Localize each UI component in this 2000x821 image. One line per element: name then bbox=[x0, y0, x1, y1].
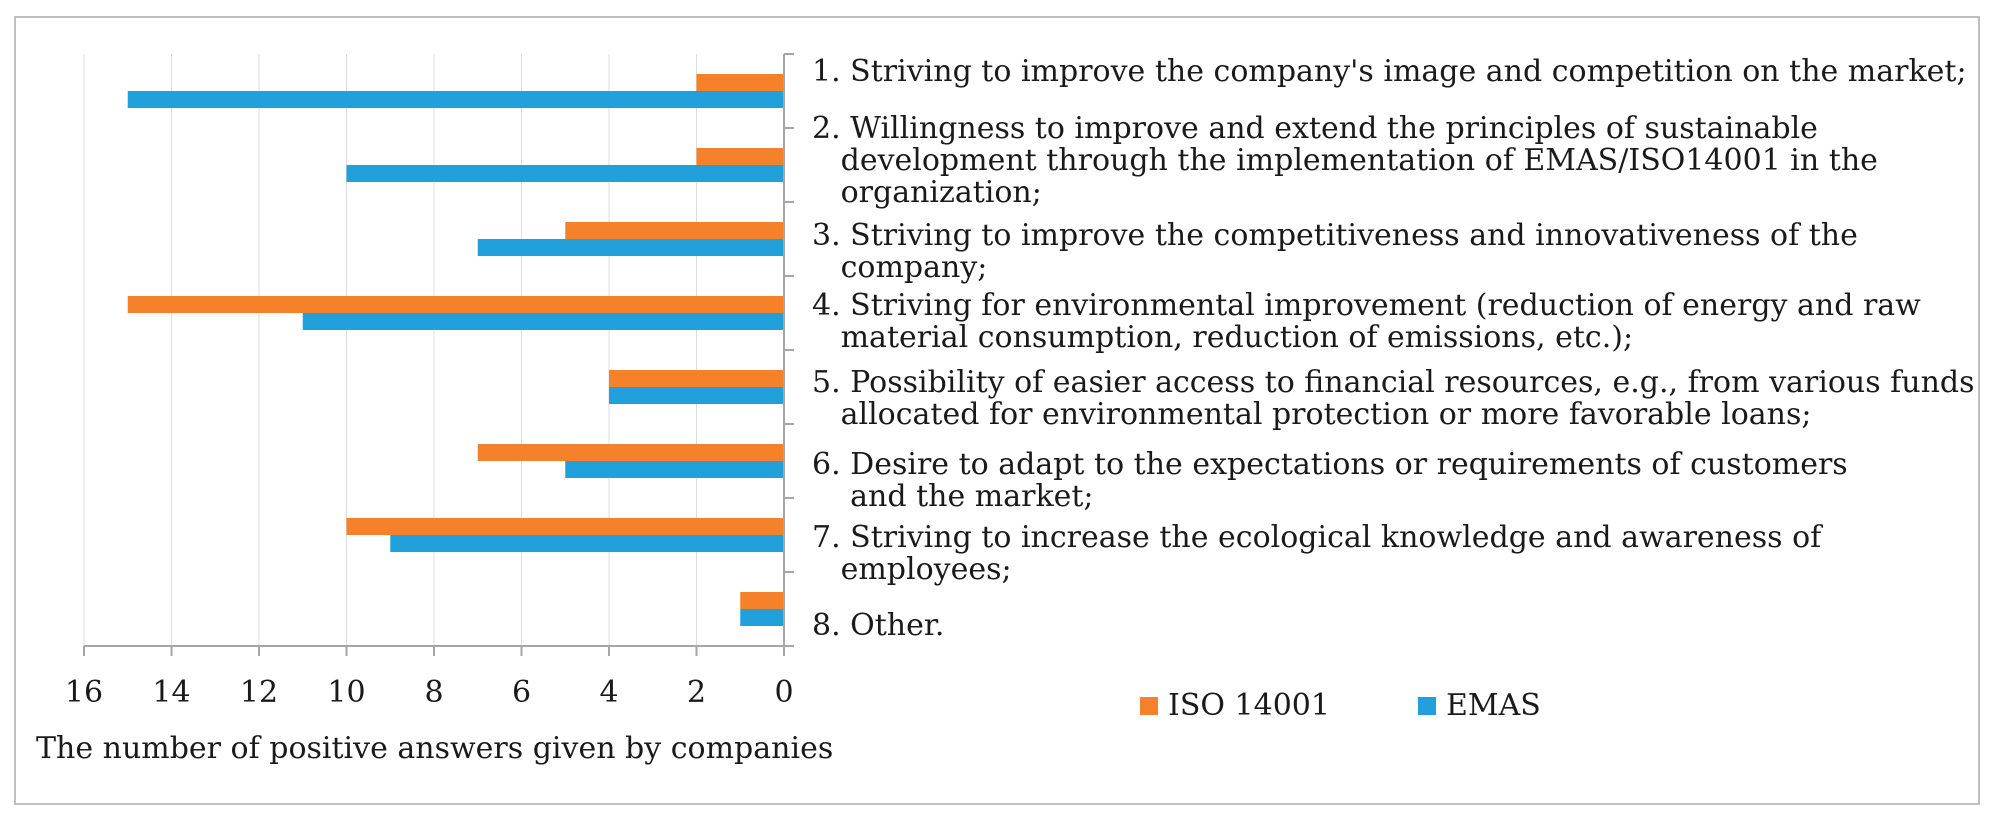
bar-emas-5 bbox=[609, 387, 784, 404]
category-label-6: 6. Desire to adapt to the expectations o… bbox=[812, 447, 1848, 514]
category-label-7: 7. Striving to increase the ecological k… bbox=[812, 520, 1822, 587]
bar-emas-2 bbox=[346, 165, 784, 182]
category-label-8: 8. Other. bbox=[812, 608, 945, 643]
x-tick-label: 16 bbox=[65, 675, 103, 710]
legend-item-iso: ISO 14001 bbox=[1140, 688, 1330, 723]
legend-label-iso: ISO 14001 bbox=[1168, 688, 1330, 723]
bar-iso-2 bbox=[696, 148, 784, 165]
legend-swatch-iso bbox=[1140, 696, 1158, 715]
bar-emas-7 bbox=[390, 535, 784, 552]
bar-iso-3 bbox=[565, 222, 784, 239]
x-tick-label: 14 bbox=[152, 675, 190, 710]
bar-emas-3 bbox=[477, 239, 784, 256]
category-label-5: 5. Possibility of easier access to finan… bbox=[812, 365, 1975, 432]
category-label-4: 4. Striving for environmental improvemen… bbox=[812, 288, 1921, 355]
x-tick-label: 2 bbox=[687, 675, 706, 710]
chart-frame bbox=[14, 16, 1980, 805]
category-label-1: 1. Striving to improve the company's ima… bbox=[812, 54, 1967, 89]
category-label-2: 2. Willingness to improve and extend the… bbox=[812, 111, 1878, 210]
bar-iso-7 bbox=[346, 518, 784, 535]
bar-emas-1 bbox=[127, 91, 784, 108]
bar-iso-5 bbox=[609, 370, 784, 387]
legend-item-emas: EMAS bbox=[1418, 688, 1541, 723]
x-tick-label: 12 bbox=[240, 675, 278, 710]
x-tick-label: 10 bbox=[327, 675, 365, 710]
x-tick-label: 8 bbox=[424, 675, 443, 710]
bar-emas-8 bbox=[740, 609, 784, 626]
x-tick-label: 4 bbox=[599, 675, 618, 710]
legend-swatch-emas bbox=[1418, 696, 1436, 715]
bar-iso-4 bbox=[127, 296, 784, 313]
bar-iso-6 bbox=[477, 444, 784, 461]
category-label-3: 3. Striving to improve the competitivene… bbox=[812, 218, 1858, 285]
bar-iso-8 bbox=[740, 592, 784, 609]
x-tick-label: 6 bbox=[512, 675, 531, 710]
x-axis-title: The number of positive answers given by … bbox=[36, 731, 834, 766]
bar-emas-6 bbox=[565, 461, 784, 478]
legend-label-emas: EMAS bbox=[1446, 688, 1541, 723]
bar-iso-1 bbox=[696, 74, 784, 91]
bar-emas-4 bbox=[302, 313, 784, 330]
x-tick-label: 0 bbox=[774, 675, 793, 710]
